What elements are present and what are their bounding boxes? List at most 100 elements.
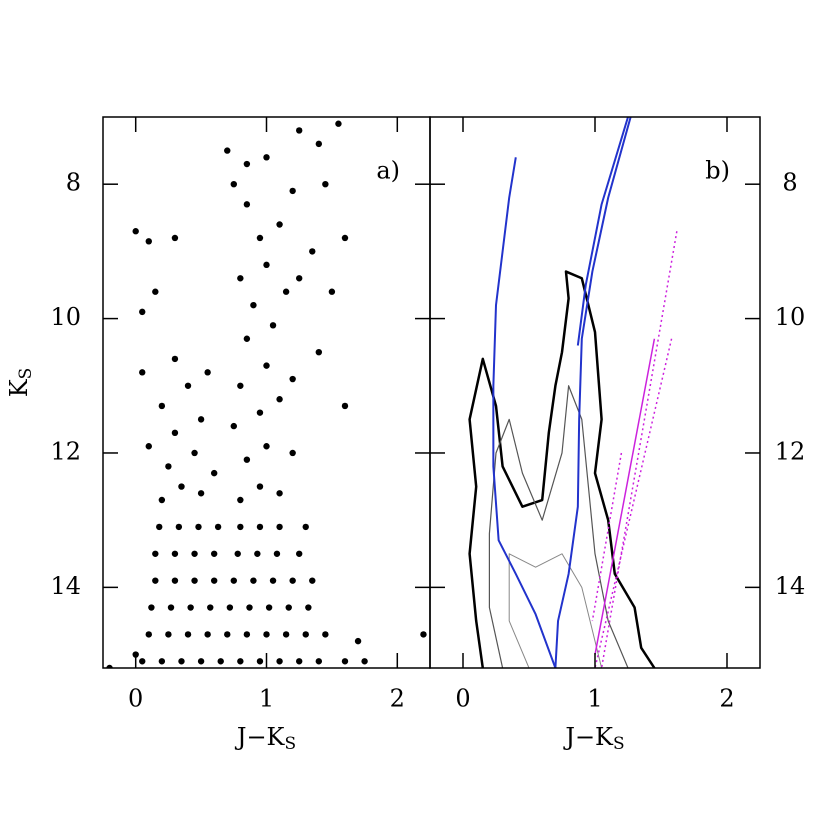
- point: [139, 658, 146, 665]
- point: [296, 127, 303, 134]
- point: [263, 362, 270, 369]
- point: [243, 335, 251, 342]
- point: [234, 550, 241, 557]
- point: [256, 658, 264, 665]
- y-tick-label: 12: [775, 437, 806, 465]
- point: [309, 577, 316, 584]
- point: [210, 550, 218, 557]
- x-tick-label: 2: [390, 685, 405, 713]
- point: [243, 201, 251, 208]
- point: [256, 234, 264, 242]
- point: [184, 631, 192, 638]
- point: [276, 523, 283, 531]
- point: [152, 577, 159, 584]
- point: [256, 483, 264, 490]
- point: [224, 147, 231, 154]
- axis-label-sub: S: [16, 368, 36, 380]
- point: [263, 443, 270, 450]
- curve: [600, 231, 678, 668]
- y-tick-label: 14: [775, 572, 806, 600]
- point: [269, 322, 277, 329]
- point: [226, 604, 234, 611]
- point: [139, 308, 146, 316]
- panel-label: b): [705, 157, 730, 185]
- point: [282, 631, 290, 638]
- point: [145, 631, 152, 638]
- point: [237, 275, 244, 282]
- point: [191, 550, 198, 557]
- point: [187, 604, 194, 611]
- curve: [576, 117, 629, 346]
- y-tick-label: 8: [66, 169, 81, 197]
- point: [341, 234, 349, 242]
- point: [322, 180, 329, 188]
- point: [302, 631, 309, 638]
- x-tick-label: 2: [719, 685, 734, 713]
- y-tick-label: 14: [50, 572, 81, 600]
- axis-label: J−KS: [234, 723, 296, 754]
- point: [265, 604, 273, 611]
- point: [250, 301, 257, 309]
- point: [158, 402, 166, 410]
- point: [328, 288, 336, 295]
- point: [197, 658, 205, 665]
- point: [210, 577, 218, 584]
- point: [171, 429, 179, 437]
- axes-frame: [102, 116, 431, 669]
- curve: [594, 338, 673, 668]
- point: [106, 664, 113, 668]
- point: [158, 496, 166, 504]
- point: [204, 369, 211, 376]
- point: [282, 288, 290, 295]
- point: [132, 228, 139, 235]
- point: [152, 550, 159, 557]
- point: [237, 658, 244, 665]
- point: [341, 658, 349, 665]
- point: [302, 523, 309, 531]
- axis-label-main: J−K: [562, 723, 614, 751]
- y-tick-label: 12: [50, 437, 81, 465]
- axis-label-main: K: [5, 378, 33, 397]
- point: [175, 523, 183, 531]
- point: [178, 658, 185, 665]
- axis-label: J−KS: [562, 723, 624, 754]
- point: [341, 402, 349, 410]
- plot-area: [468, 117, 678, 668]
- y-tick-label: 10: [775, 303, 806, 331]
- curve: [488, 385, 629, 668]
- point: [165, 463, 172, 470]
- point: [322, 631, 329, 638]
- point: [165, 631, 172, 638]
- point: [315, 658, 323, 665]
- point: [171, 355, 179, 363]
- point: [276, 396, 283, 403]
- x-tick-label: 1: [587, 685, 602, 713]
- point: [145, 238, 152, 245]
- point: [139, 369, 146, 376]
- point: [210, 469, 218, 477]
- axis-label-main: J−K: [234, 723, 286, 751]
- point: [315, 140, 323, 148]
- point: [184, 382, 192, 389]
- point: [214, 523, 222, 531]
- x-tick-label: 0: [128, 685, 143, 713]
- y-tick-label: 8: [782, 169, 797, 197]
- point: [246, 604, 253, 611]
- curve: [594, 338, 656, 655]
- x-tick-label: 0: [455, 685, 470, 713]
- point: [158, 658, 166, 665]
- curve: [591, 452, 623, 622]
- point: [354, 637, 362, 645]
- point: [178, 483, 185, 490]
- point: [296, 275, 303, 282]
- point: [263, 261, 270, 269]
- panel-label: a): [376, 157, 400, 185]
- plot-area: [106, 120, 427, 668]
- point: [276, 221, 283, 228]
- point: [289, 187, 296, 195]
- point: [289, 449, 296, 457]
- point: [263, 154, 270, 161]
- axes-frame: [429, 116, 761, 669]
- point: [145, 443, 152, 450]
